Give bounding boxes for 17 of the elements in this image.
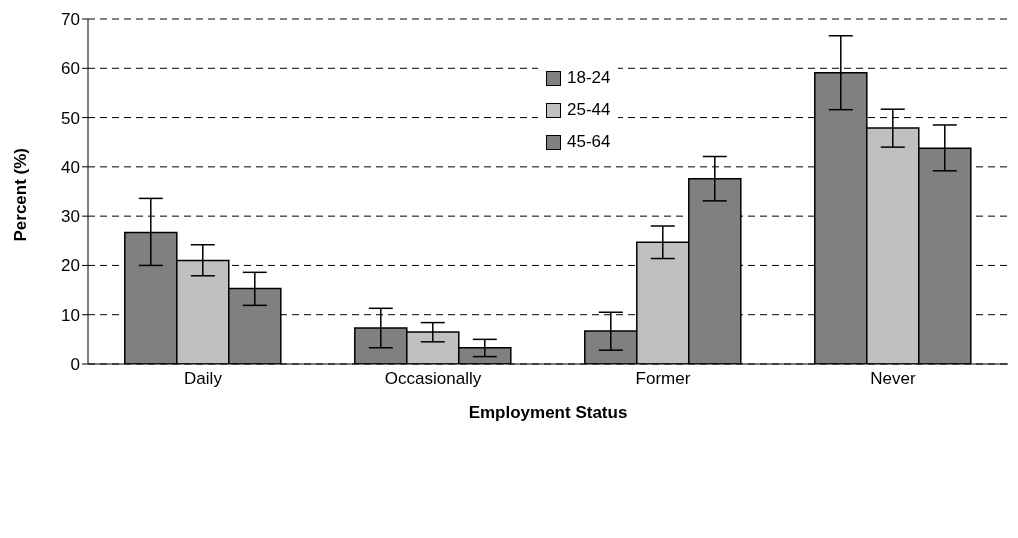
legend-label: 25-44 [567,100,611,120]
x-axis-title: Employment Status [468,403,628,422]
y-tick-label: 20 [61,256,80,276]
x-tick-label: Daily [184,369,223,389]
y-axis-title: Percent (%) [11,147,31,242]
y-tick-label: 10 [61,305,80,325]
x-tick-label: Occasionally [384,369,482,389]
y-tick-label: 50 [61,108,80,128]
y-tick-label: 0 [70,355,80,375]
legend-label: 18-24 [567,68,611,88]
x-tick-label: Never [870,369,917,389]
y-tick-label: 40 [61,157,80,177]
y-tick-label: 30 [61,207,80,227]
y-tick-label: 60 [61,59,80,79]
x-tick-label: Former [635,369,691,389]
y-tick-label: 70 [61,10,80,30]
legend-label: 45-64 [567,132,611,152]
